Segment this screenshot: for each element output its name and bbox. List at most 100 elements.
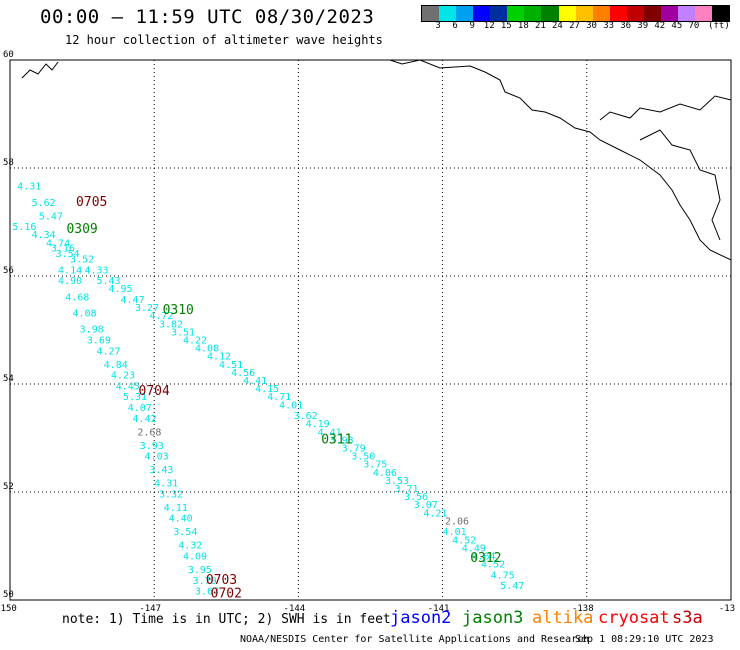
legend-swatch bbox=[541, 6, 559, 21]
wave-height-label: 4.45 bbox=[116, 381, 140, 392]
y-tick-label: 58 bbox=[3, 158, 14, 168]
pass-label: 0312 bbox=[470, 551, 501, 566]
wave-height-label: 4.01 bbox=[279, 400, 303, 411]
legend-swatch bbox=[609, 6, 627, 21]
pass-label: 0311 bbox=[321, 432, 352, 447]
wave-height-label: 4.41 bbox=[243, 376, 267, 387]
wave-height-label: 4.09 bbox=[183, 552, 207, 563]
y-tick-label: 50 bbox=[3, 590, 14, 600]
legend-swatch bbox=[439, 6, 457, 21]
wave-height-label: 5.47 bbox=[39, 211, 63, 222]
wave-height-label: 3.67 bbox=[195, 587, 219, 598]
wave-height-label: 3.95 bbox=[188, 565, 212, 576]
wave-height-label: 4.21 bbox=[423, 508, 447, 519]
map-grid: -150 -147 -144 -141 -138 -13 60 58 56 54 52 50 bbox=[0, 50, 735, 614]
legend-swatch bbox=[524, 6, 542, 21]
wave-height-label: 4.22 bbox=[183, 336, 207, 347]
wave-height-label: 3.07 bbox=[414, 500, 438, 511]
map-frame bbox=[9, 59, 732, 601]
wave-height-label: 3.82 bbox=[159, 319, 183, 330]
page-subtitle: 12 hour collection of altimeter wave hei… bbox=[65, 33, 383, 47]
legend-label: 3 bbox=[435, 21, 441, 31]
wave-height-label: 4.74 bbox=[46, 238, 70, 249]
legend-swatch bbox=[490, 6, 508, 21]
wave-height-label: 2.06 bbox=[445, 516, 469, 527]
wave-height-label: 3.93 bbox=[140, 441, 164, 452]
wave-height-label: 3.75 bbox=[363, 460, 387, 471]
y-tick-label: 60 bbox=[3, 50, 14, 60]
satellite-name: jason2 bbox=[390, 608, 452, 628]
legend-label: 70 bbox=[688, 21, 700, 31]
legend-swatch bbox=[626, 6, 644, 21]
wave-height-label: 4.64 bbox=[471, 552, 495, 563]
pass-label: 0310 bbox=[163, 303, 194, 318]
coast-detail bbox=[599, 95, 732, 121]
wave-height-label: 4.40 bbox=[169, 514, 193, 525]
legend-swatch bbox=[592, 6, 610, 21]
wave-height-label: 4.52 bbox=[452, 535, 476, 546]
wave-height-label: 4.01 bbox=[443, 527, 467, 538]
x-tick-label: -144 bbox=[284, 604, 306, 614]
wave-height-label: 3.54 bbox=[173, 527, 197, 538]
land-outline bbox=[389, 59, 732, 261]
wave-height-label: 3.98 bbox=[80, 325, 104, 336]
coast-detail bbox=[21, 61, 59, 79]
page-title: 00:00 — 11:59 UTC 08/30/2023 bbox=[40, 6, 375, 28]
wave-height-label: 3.52 bbox=[70, 255, 94, 266]
legend-swatch bbox=[507, 6, 525, 21]
wave-height-label: 4.41 bbox=[318, 427, 342, 438]
wave-height-label: 4.23 bbox=[111, 371, 135, 382]
wave-height-label: 5.47 bbox=[500, 581, 524, 592]
wave-height-label: 4.52 bbox=[481, 560, 505, 571]
credit-line: NOAA/NESDIS Center for Satellite Applica… bbox=[240, 634, 590, 645]
legend-swatch bbox=[558, 6, 576, 21]
legend-label: 24 bbox=[552, 21, 563, 31]
x-tick-label: -141 bbox=[428, 604, 450, 614]
legend-swatch bbox=[660, 6, 678, 21]
satellite-name: cryosat bbox=[598, 608, 670, 628]
x-tick-label: -13 bbox=[719, 604, 735, 614]
wave-height-label: 3.53 bbox=[385, 476, 409, 487]
legend-swatch bbox=[575, 6, 593, 21]
legend-label: 9 bbox=[469, 21, 475, 31]
wave-height-label: 4.11 bbox=[164, 503, 188, 514]
legend-swatch bbox=[422, 6, 440, 21]
wave-height-label: 3.62 bbox=[294, 411, 318, 422]
legend-label: 21 bbox=[534, 21, 546, 31]
pass-label: 0703 bbox=[206, 573, 237, 588]
wave-height-label: 3.27 bbox=[135, 303, 159, 314]
wave-height-label: 4.12 bbox=[207, 352, 231, 363]
wave-height-label: 4.27 bbox=[96, 346, 120, 357]
wave-height-label: 3.79 bbox=[193, 576, 217, 587]
legend-label: 15 bbox=[500, 21, 512, 31]
wave-height-label: 3.16 bbox=[51, 244, 75, 255]
wave-height-label: 3.69 bbox=[87, 336, 111, 347]
legend-swatch bbox=[643, 6, 661, 21]
wave-height-label: 4.68 bbox=[65, 292, 89, 303]
generated-timestamp: Sep 1 08:29:10 UTC 2023 bbox=[575, 634, 714, 645]
wave-height-label: 3.50 bbox=[351, 452, 375, 463]
wave-height-label: 3.32 bbox=[159, 489, 183, 500]
wave-height-label: 4.07 bbox=[128, 403, 152, 414]
satellite-name: jason3 bbox=[462, 608, 524, 628]
legend-label: (ft) bbox=[708, 21, 730, 31]
wave-height-label: 4.47 bbox=[121, 295, 145, 306]
wave-height-label: 3.93 bbox=[330, 435, 354, 446]
wave-height-label: 4.32 bbox=[178, 541, 202, 552]
wave-height-label: 4.51 bbox=[219, 360, 243, 371]
legend-label: 33 bbox=[603, 21, 615, 31]
wave-height-label: 4.06 bbox=[373, 468, 397, 479]
wave-height-label: 4.14 bbox=[58, 265, 82, 276]
x-tick-label: -150 bbox=[0, 604, 17, 614]
wave-height-label: 3.51 bbox=[171, 327, 195, 338]
y-tick-label: 54 bbox=[3, 374, 14, 384]
wave-height-label: 4.33 bbox=[84, 265, 108, 276]
wave-height-label: 4.49 bbox=[462, 543, 486, 554]
legend-label: 6 bbox=[452, 21, 458, 31]
legend-label: 36 bbox=[620, 21, 632, 31]
y-tick-label: 56 bbox=[3, 266, 14, 276]
legend-swatch bbox=[473, 6, 491, 21]
color-legend-labels: 3 6 9 12 15 18 21 24 27 30 33 36 39 42 45 70 (ft) bbox=[421, 21, 731, 33]
